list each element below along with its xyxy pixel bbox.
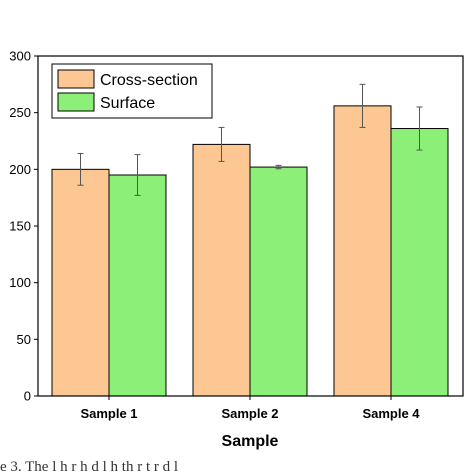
error-bar-cross-section-sample-2: [218, 126, 225, 162]
axes-layer: 0 50 100 150 200 250 300 Sample 1 Sample 2 Sample…: [9, 49, 464, 421]
legend: Cross-section Surface: [51, 63, 213, 119]
y-tick-label: 50: [17, 332, 31, 347]
error-bar-surface-sample-2: [275, 164, 282, 170]
x-tick-label: Sample 4: [362, 406, 420, 421]
legend-swatch-surface: [57, 92, 95, 112]
y-tick-label: 150: [9, 219, 31, 234]
legend-label-surface: Surface: [100, 95, 155, 112]
error-bar-surface-sample-1: [134, 154, 141, 196]
error-bar-cross-section-sample-1: [77, 152, 84, 186]
bar-surface-sample-1: [108, 174, 167, 397]
bar-surface-sample-4: [390, 128, 449, 397]
legend-label-cross-section: Cross-section: [100, 72, 198, 89]
error-bars-layer: [77, 83, 423, 196]
caption-fragment: e 3. The l h r h d l h th r t r d l: [0, 459, 178, 474]
y-tick-label: 250: [9, 105, 31, 120]
bars-layer: [51, 105, 449, 397]
bar-cross-section-sample-1: [51, 168, 110, 397]
x-axis-title: Sample: [222, 433, 279, 450]
bar-cross-section-sample-2: [192, 143, 251, 397]
y-tick-label: 100: [9, 275, 31, 290]
bar-cross-section-sample-4: [333, 105, 392, 397]
x-tick-label: Sample 1: [80, 406, 137, 421]
y-tick-label: 300: [9, 49, 31, 64]
error-bar-cross-section-sample-4: [359, 83, 366, 128]
error-bar-surface-sample-4: [416, 106, 423, 151]
y-tick-label: 200: [9, 162, 31, 177]
y-tick-label: 0: [24, 389, 31, 404]
x-tick-label: Sample 2: [221, 406, 278, 421]
legend-swatch-cross-section: [57, 69, 95, 89]
bar-surface-sample-2: [249, 166, 308, 397]
